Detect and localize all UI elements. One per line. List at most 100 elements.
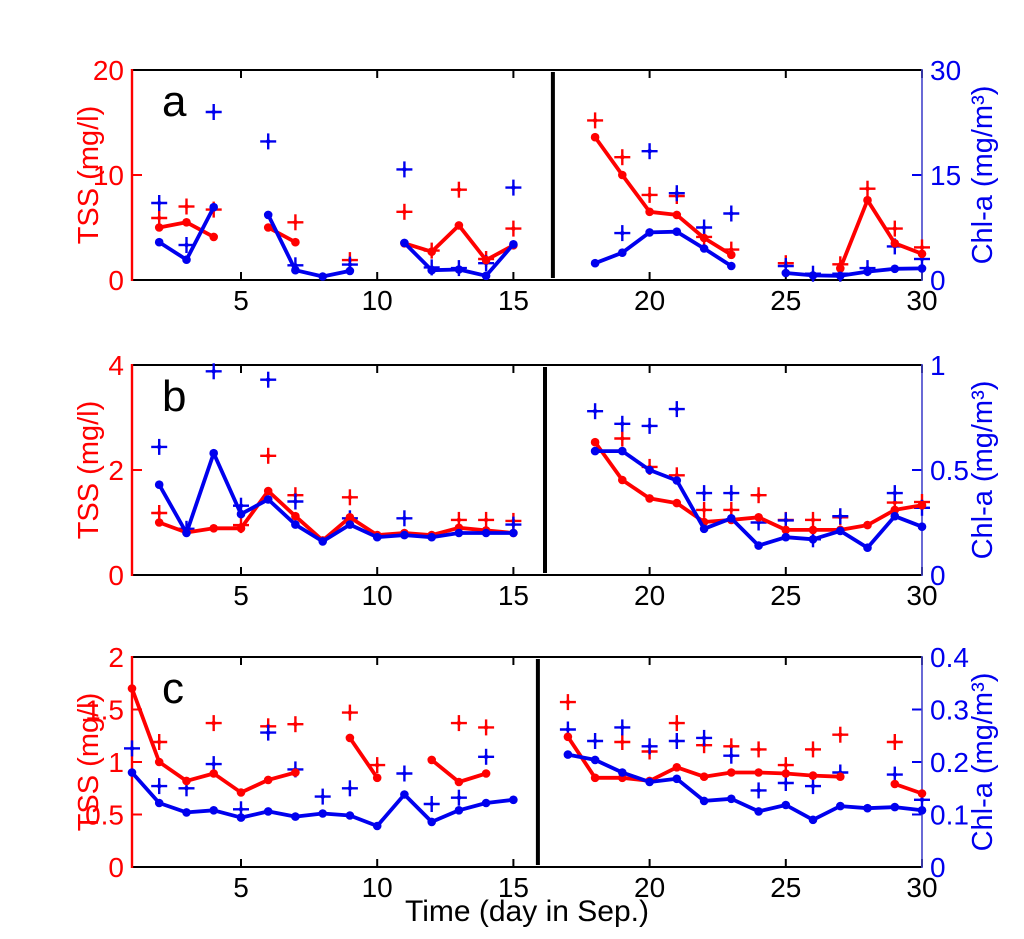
- series-dot: [808, 271, 818, 280]
- left-tick-label: 2: [108, 455, 124, 486]
- series-dot: [236, 524, 246, 533]
- series-dot: [781, 525, 791, 535]
- tss-line: [154, 437, 927, 545]
- series-dot: [645, 494, 654, 503]
- left-tick-label: 20: [93, 55, 124, 86]
- series-dot: [209, 202, 218, 212]
- error-cross-dot: [266, 377, 271, 382]
- series-dot: [291, 265, 300, 275]
- error-cross-dot: [729, 507, 734, 513]
- series-dot: [263, 775, 273, 785]
- error-cross-dot: [892, 772, 897, 777]
- series-segment: [157, 451, 516, 544]
- series-dot: [182, 808, 191, 817]
- series-dot: [590, 258, 600, 268]
- series-dot: [699, 524, 709, 534]
- series-dot: [590, 446, 600, 456]
- error-cross-dot: [620, 739, 625, 745]
- error-cross-dot: [701, 225, 707, 230]
- error-cross-dot: [810, 747, 816, 752]
- error-cross-dot: [402, 167, 407, 172]
- error-cross-dot: [810, 783, 816, 789]
- series-dot: [672, 774, 682, 784]
- series-dot: [372, 821, 382, 831]
- series-dot: [345, 513, 355, 522]
- error-cross-dot: [483, 754, 489, 759]
- right-tick-label: 0.3: [930, 695, 969, 726]
- error-cross-dot: [511, 522, 516, 527]
- error-cross-dot: [620, 230, 625, 236]
- series-segment: [838, 198, 924, 271]
- error-cross-dot: [783, 762, 788, 768]
- error-cross-dot: [483, 725, 489, 730]
- series-dot: [618, 768, 627, 777]
- series-dot: [590, 773, 600, 783]
- series-dot: [836, 264, 845, 273]
- error-cross-dot: [592, 738, 598, 744]
- x-axis-title: Time (day in Sep.): [405, 895, 649, 928]
- series-dot: [263, 210, 273, 220]
- error-cross-dot: [238, 503, 244, 508]
- panel-letter: a: [162, 77, 187, 126]
- left-tick-label: 4: [108, 350, 124, 381]
- series-dot: [727, 261, 736, 271]
- series-segment: [593, 135, 734, 257]
- error-cross-dot: [756, 788, 761, 793]
- series-dot: [917, 522, 927, 531]
- series-dot: [427, 247, 437, 256]
- error-cross-dot: [892, 490, 897, 496]
- series-dot: [154, 518, 164, 527]
- series-dot: [563, 750, 573, 759]
- error-cross-dot: [266, 453, 271, 458]
- tss-axis-label: TSS (mg/l): [73, 106, 105, 245]
- series-segment: [266, 225, 298, 245]
- series-dot: [400, 790, 409, 799]
- series-dot: [263, 486, 273, 496]
- series-dot: [154, 757, 164, 767]
- error-cross-dot: [674, 191, 679, 196]
- error-cross-dot: [511, 226, 516, 231]
- series-dot: [291, 768, 300, 777]
- error-cross-dot: [347, 495, 353, 500]
- x-tick-label: 20: [634, 872, 665, 903]
- series-dot: [154, 798, 164, 808]
- x-tick-label: 30: [906, 580, 937, 611]
- series-dot: [699, 233, 709, 243]
- error-cross-dot: [620, 421, 625, 426]
- chla-axis-label: Chl-a (mg/m³): [967, 673, 999, 852]
- series-dot: [672, 763, 682, 772]
- chla-error-crosses: [151, 104, 930, 282]
- error-cross-dot: [810, 517, 816, 523]
- series-segment: [783, 266, 924, 278]
- series-dot: [917, 789, 927, 798]
- error-cross-dot: [157, 739, 162, 745]
- series-dot: [754, 541, 763, 550]
- error-cross-dot: [266, 139, 271, 144]
- series-dot: [345, 266, 355, 276]
- error-cross-dot: [756, 747, 761, 752]
- error-cross-dot: [402, 771, 407, 776]
- series-dot: [372, 532, 382, 542]
- series-dot: [345, 811, 355, 820]
- series-dot: [182, 776, 191, 786]
- error-cross-dot: [456, 517, 462, 523]
- series-dot: [590, 437, 600, 447]
- x-tick-label: 30: [906, 285, 937, 316]
- series-dot: [645, 465, 654, 475]
- x-tick-label: 5: [233, 580, 249, 611]
- series-dot: [427, 817, 437, 827]
- series-dot: [672, 498, 682, 508]
- x-tick-label: 20: [634, 580, 665, 611]
- left-tick-label: 0: [108, 560, 124, 591]
- x-tick-label: 10: [362, 285, 393, 316]
- error-cross-dot: [783, 518, 788, 523]
- series-dot: [808, 771, 818, 780]
- x-tick-label: 10: [362, 872, 393, 903]
- error-cross-dot: [157, 510, 162, 516]
- series-dot: [400, 238, 409, 248]
- left-tick-label: 0: [108, 265, 124, 296]
- series-dot: [890, 239, 900, 248]
- error-cross-dot: [919, 245, 925, 250]
- x-tick-label: 15: [498, 285, 529, 316]
